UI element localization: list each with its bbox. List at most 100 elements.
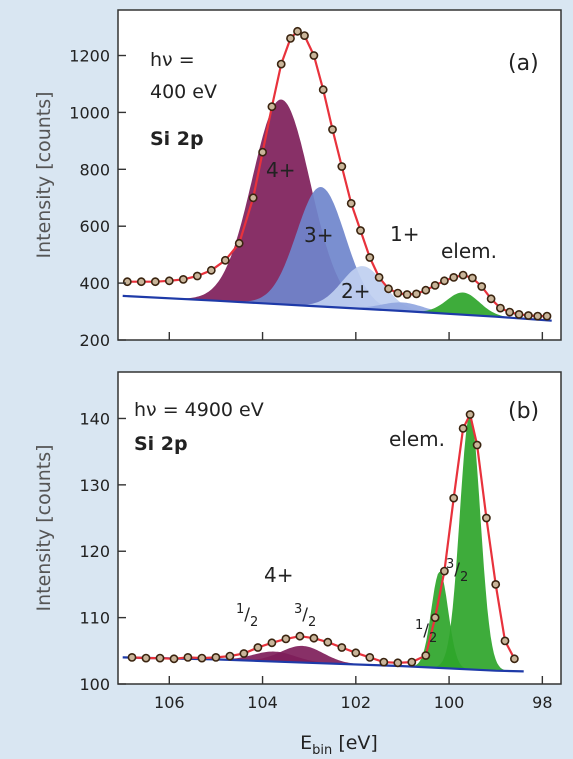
data-point-b-1 [142,655,149,662]
y-tick-label-b-4: 140 [79,409,110,428]
data-point-b-15 [338,644,345,651]
data-point-b-30 [501,637,508,644]
x-axis-label-sub: bin [312,743,332,758]
peak-label-4plus: 4+ [266,158,295,182]
y-tick-label-a-0: 200 [79,331,110,350]
y-tick-label-b-1: 110 [79,609,110,628]
x-tick-label-0: 106 [154,693,185,712]
y-tick-label-a-2: 600 [79,217,110,236]
panel-b-y-axis-label: Intensity [counts] [33,444,55,611]
data-point-a-6 [208,267,215,274]
data-point-b-6 [212,654,219,661]
data-point-b-21 [422,652,429,659]
data-point-a-30 [441,277,448,284]
data-point-a-0 [124,278,131,285]
data-point-b-29 [492,581,499,588]
data-point-b-28 [483,514,490,521]
x-tick-label-1: 104 [247,693,278,712]
x-axis-label-unit: [eV] [332,732,378,754]
data-point-a-9 [250,194,257,201]
peak-label-4plus-b: 4+ [264,563,293,587]
data-point-b-25 [460,425,467,432]
data-point-b-27 [474,441,481,448]
data-point-b-31 [511,655,518,662]
data-point-a-39 [525,312,532,319]
data-point-a-32 [460,272,467,279]
peak-label-elem-b: elem. [389,427,445,451]
data-point-b-0 [128,654,135,661]
panel-b: 100 110 120 130 140 106 104 102 100 98 Intensity… [33,372,561,758]
data-point-a-38 [515,311,522,318]
peak-label-1plus: 1+ [390,222,419,246]
data-point-b-18 [380,659,387,666]
peak-label-2plus: 2+ [341,279,370,303]
data-point-a-12 [278,61,285,68]
y-tick-label-a-5: 1200 [69,47,110,66]
data-point-a-11 [268,103,275,110]
y-tick-label-a-1: 400 [79,274,110,293]
data-point-a-19 [338,163,345,170]
data-point-a-22 [366,254,373,261]
data-point-b-16 [352,649,359,656]
data-point-b-20 [408,659,415,666]
data-point-b-12 [296,633,303,640]
data-point-a-31 [450,274,457,281]
x-tick-label-4: 98 [532,693,552,712]
data-point-b-5 [198,655,205,662]
panel-b-annotation-line1: hν = 4900 eV [134,399,264,421]
x-tick-label-2: 102 [341,693,372,712]
data-point-a-13 [287,35,294,42]
data-point-a-3 [166,277,173,284]
data-point-a-28 [422,287,429,294]
data-point-b-3 [170,655,177,662]
data-point-a-34 [478,283,485,290]
peak-label-3plus: 3+ [304,223,333,247]
panel-a-annotation-line2: 400 eV [150,81,217,103]
data-point-a-35 [488,295,495,302]
x-tick-label-3: 100 [434,693,465,712]
panel-a-annotation-line1: hν = [150,49,195,71]
elem-j32-denominator: 2 [460,570,468,585]
j32-denominator: 2 [308,615,316,630]
panel-b-annotation-line2: Si 2p [134,433,188,455]
j12-numerator: 1 [236,602,244,617]
data-point-a-4 [180,276,187,283]
data-point-a-33 [469,274,476,281]
j12-denominator: 2 [250,615,258,630]
elem-j12-numerator: 1 [415,618,423,633]
y-tick-label-b-2: 120 [79,542,110,561]
y-tick-label-b-3: 130 [79,476,110,495]
data-point-a-10 [259,149,266,156]
data-point-a-24 [385,285,392,292]
x-axis-label-main: E [300,732,312,754]
elem-j12-denominator: 2 [429,631,437,646]
data-point-a-18 [329,126,336,133]
x-axis-label: Ebin [eV] [300,732,378,758]
data-point-a-40 [534,313,541,320]
j32-numerator: 3 [294,602,302,617]
data-point-a-7 [222,257,229,264]
peak-label-elem-a: elem. [441,239,497,263]
y-tick-label-b-0: 100 [79,675,110,694]
data-point-a-23 [376,274,383,281]
data-point-a-8 [236,240,243,247]
data-point-b-14 [324,639,331,646]
data-point-b-10 [268,639,275,646]
data-point-b-17 [366,654,373,661]
panel-a-y-axis-label: Intensity [counts] [33,91,55,258]
data-point-a-41 [543,313,550,320]
data-point-b-8 [240,650,247,657]
data-point-a-29 [432,282,439,289]
data-point-a-37 [506,309,513,316]
data-point-b-24 [450,495,457,502]
data-point-b-7 [226,653,233,660]
data-point-a-1 [138,278,145,285]
data-point-a-20 [348,200,355,207]
data-point-a-2 [152,278,159,285]
data-point-b-9 [254,644,261,651]
data-point-a-15 [301,32,308,39]
data-point-b-22 [432,614,439,621]
data-point-b-11 [282,635,289,642]
